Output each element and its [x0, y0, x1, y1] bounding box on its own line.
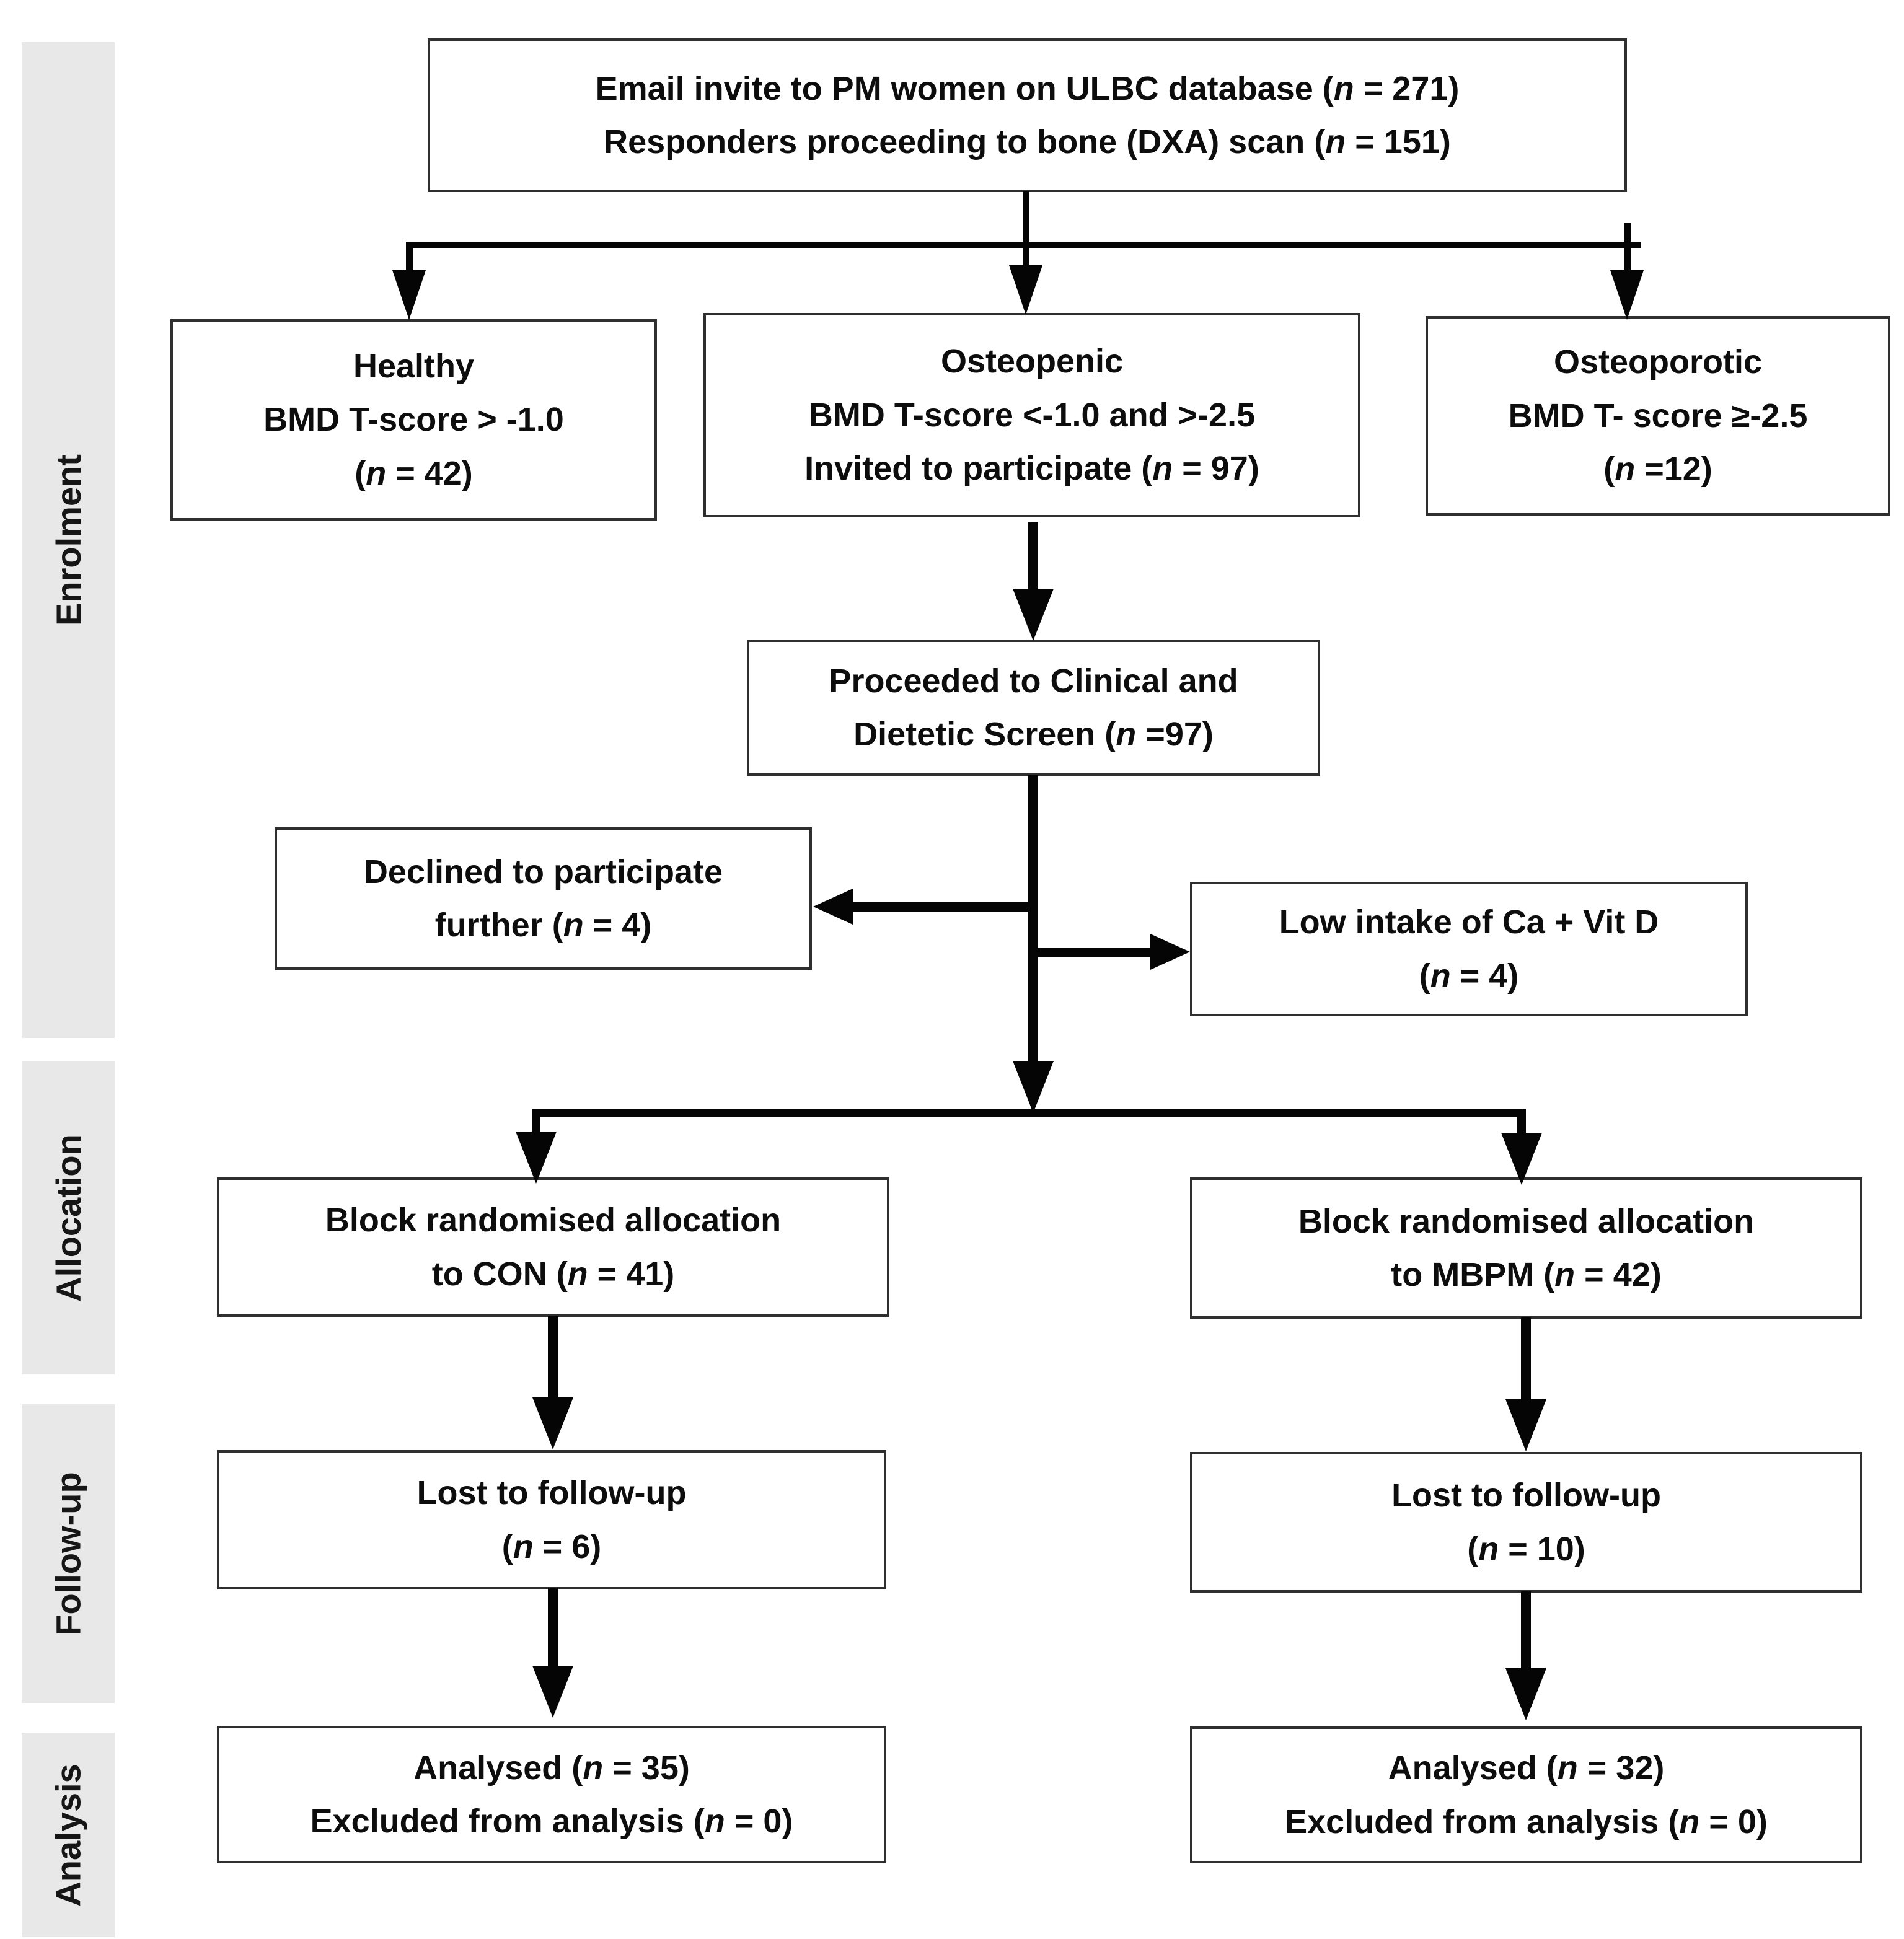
- box-text-line: (n =12): [1603, 451, 1712, 488]
- arrowhead-into-mbpm: [1501, 1133, 1542, 1185]
- stage-label-allocation: Allocation: [48, 1133, 88, 1302]
- node-lost-followup-con: Lost to follow-up (n = 6): [217, 1450, 886, 1589]
- arrow-to-declined-bar: [849, 902, 1033, 912]
- node-osteoporotic: Osteoporotic BMD T- score ≥-2.5 (n =12): [1426, 316, 1890, 516]
- arrow-to-low-intake-bar: [1028, 948, 1152, 957]
- box-text-line: Osteoporotic: [1553, 343, 1763, 381]
- arrowhead-into-low-intake: [1150, 934, 1190, 970]
- node-healthy: Healthy BMD T-score > -1.0 (n = 42): [170, 319, 657, 521]
- arrowhead-into-lost-mbpm: [1505, 1399, 1546, 1451]
- box-text-line: Low intake of Ca + Vit D: [1279, 904, 1659, 941]
- stage-band-allocation: Allocation: [22, 1061, 115, 1374]
- arrowhead-into-osteoporotic: [1610, 270, 1644, 320]
- box-text-line: (n = 4): [1419, 957, 1519, 995]
- arrow-drop-con-bar: [532, 1109, 540, 1138]
- arrowhead-onto-split-line: [1013, 1061, 1054, 1113]
- arrow-allocation-split-line: [532, 1109, 1526, 1117]
- box-text-line: Lost to follow-up: [416, 1474, 687, 1512]
- arrow-osteopenic-to-screen-bar: [1028, 522, 1038, 594]
- arrow-screen-stem-bar: [1028, 775, 1038, 1066]
- box-text-line: Analysed (n = 32): [1388, 1749, 1665, 1787]
- arrow-lost-to-analysed-con-bar: [548, 1588, 558, 1670]
- arrowhead-into-lost-con: [532, 1397, 573, 1449]
- box-text-line: Analysed (n = 35): [413, 1749, 690, 1787]
- box-text-line: Invited to participate (n = 97): [804, 450, 1259, 488]
- box-text-line: Block randomised allocation: [1298, 1202, 1755, 1240]
- arrowhead-into-analysed-con: [532, 1666, 573, 1718]
- node-analysed-mbpm: Analysed (n = 32) Excluded from analysis …: [1190, 1726, 1862, 1863]
- node-clinical-dietetic-screen: Proceeded to Clinical and Dietetic Screen…: [747, 640, 1320, 776]
- arrow-con-to-lost-bar: [548, 1316, 558, 1402]
- box-text-line: Healthy: [353, 347, 475, 385]
- arrow-drop-mbpm-bar: [1517, 1109, 1526, 1138]
- box-text-line: (n = 6): [501, 1528, 602, 1565]
- arrow-drop-healthy-bar: [406, 242, 413, 276]
- stage-band-analysis: Analysis: [22, 1733, 115, 1937]
- box-text-line: Declined to participate: [363, 853, 723, 890]
- arrowhead-into-osteopenic: [1009, 265, 1042, 315]
- box-text-line: to MBPM (n = 42): [1391, 1256, 1662, 1293]
- arrow-mbpm-to-lost-bar: [1521, 1317, 1531, 1404]
- node-analysed-con: Analysed (n = 35) Excluded from analysis …: [217, 1726, 886, 1863]
- box-text-line: Lost to follow-up: [1391, 1477, 1661, 1515]
- arrow-invite-stem: [1023, 191, 1029, 248]
- arrowhead-into-healthy: [392, 270, 426, 320]
- stage-label-enrolment: Enrolment: [48, 454, 88, 626]
- box-text-line: (n = 42): [355, 454, 473, 492]
- box-text-line: Excluded from analysis (n = 0): [310, 1803, 793, 1840]
- box-text-line: Dietetic Screen (n =97): [853, 716, 1214, 753]
- box-text-line: (n = 10): [1467, 1530, 1585, 1568]
- box-text-line: Proceeded to Clinical and: [829, 662, 1238, 700]
- node-allocation-con: Block randomised allocation to CON (n = 4…: [217, 1177, 889, 1317]
- node-email-invite: Email invite to PM women on ULBC databas…: [428, 38, 1627, 192]
- arrowhead-into-screen: [1013, 589, 1054, 641]
- box-text-line: Block randomised allocation: [325, 1202, 782, 1239]
- box-text-line: further (n = 4): [434, 907, 652, 944]
- stage-label-analysis: Analysis: [48, 1763, 88, 1907]
- node-lost-followup-mbpm: Lost to follow-up (n = 10): [1190, 1452, 1862, 1593]
- box-text-line: Responders proceeding to bone (DXA) scan…: [604, 123, 1451, 160]
- box-text-line: to CON (n = 41): [431, 1255, 675, 1293]
- arrowhead-into-con: [516, 1132, 557, 1184]
- box-text-line: BMD T-score > -1.0: [263, 401, 564, 439]
- box-text-line: BMD T- score ≥-2.5: [1508, 397, 1808, 434]
- arrow-lost-to-analysed-mbpm-bar: [1521, 1591, 1531, 1671]
- box-text-line: Email invite to PM women on ULBC databas…: [595, 69, 1460, 107]
- arrow-drop-osteopenic-bar: [1023, 242, 1029, 273]
- node-allocation-mbpm: Block randomised allocation to MBPM (n = …: [1190, 1177, 1862, 1319]
- node-low-intake-ca-vitd: Low intake of Ca + Vit D (n = 4): [1190, 882, 1748, 1016]
- arrowhead-into-analysed-mbpm: [1505, 1668, 1546, 1720]
- stage-label-followup: Follow-up: [48, 1471, 88, 1636]
- arrowhead-into-declined: [813, 889, 853, 925]
- stage-band-followup: Follow-up: [22, 1404, 115, 1703]
- stage-band-enrolment: Enrolment: [22, 42, 115, 1038]
- arrow-drop-osteoporotic-bar: [1624, 223, 1631, 276]
- node-declined-to-participate: Declined to participate further (n = 4): [275, 827, 812, 970]
- box-text-line: Excluded from analysis (n = 0): [1285, 1803, 1768, 1840]
- node-osteopenic: Osteopenic BMD T-score <-1.0 and >-2.5 Inv…: [703, 313, 1360, 517]
- box-text-line: Osteopenic: [940, 343, 1124, 380]
- box-text-line: BMD T-score <-1.0 and >-2.5: [808, 396, 1256, 434]
